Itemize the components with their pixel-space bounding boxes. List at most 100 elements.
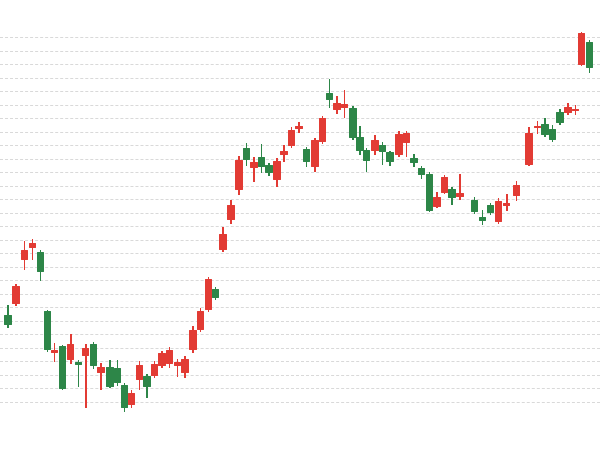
candle-body-up [541, 124, 549, 135]
candle-body-down [21, 250, 29, 260]
candle-body-up [325, 93, 334, 100]
candle-body-up [4, 315, 12, 325]
candle-body-up [113, 368, 121, 384]
candle-body-down [82, 348, 90, 356]
candle-wick-down [85, 344, 87, 408]
candle-body-up [211, 288, 220, 298]
candle-body-down [440, 176, 449, 193]
gridline [0, 185, 600, 187]
gridline [0, 131, 600, 133]
candle-body-down [433, 197, 441, 207]
candle-body-up [242, 148, 251, 160]
candle-body-up [556, 111, 564, 124]
candle-body-down [525, 133, 533, 165]
candle-body-down [181, 359, 189, 374]
candle-wick-up [328, 79, 331, 108]
gridline [0, 50, 600, 52]
gridline [0, 145, 600, 147]
candle-body-down [333, 103, 341, 110]
candle-body-up [378, 145, 387, 152]
candle-body-up [89, 344, 97, 366]
gridline [0, 239, 600, 241]
gridline [0, 388, 600, 390]
gridline [0, 199, 600, 201]
candle-body-down [288, 130, 296, 146]
candle-body-up [386, 152, 394, 162]
gridline [0, 361, 600, 363]
candle-body-down [340, 103, 348, 108]
candle-body-up [74, 361, 82, 365]
candle-body-down [280, 151, 288, 155]
candle-body-down [311, 140, 319, 167]
candle-body-down [571, 109, 580, 112]
gridline [0, 172, 600, 174]
gridline [0, 91, 600, 93]
gridline [0, 307, 600, 309]
candle-body-up [410, 158, 418, 163]
candle-body-up [120, 385, 128, 409]
candle-body-down [319, 117, 327, 142]
candle-body-up [585, 42, 594, 68]
gridline [0, 401, 600, 403]
gridline [0, 293, 600, 295]
candle-body-up [43, 311, 52, 350]
candle-body-up [425, 174, 434, 211]
candle-body-down [371, 139, 379, 151]
candle-body-down [456, 193, 464, 197]
candle-wick-up [381, 142, 384, 165]
candle-body-up [487, 204, 495, 213]
candle-body-down [12, 286, 20, 304]
gridline [0, 64, 600, 66]
gridline [0, 374, 600, 376]
candle-body-up [471, 199, 479, 212]
candle-body-up [143, 376, 151, 387]
gridline [0, 104, 600, 106]
gridline [0, 158, 600, 160]
gridline [0, 347, 600, 349]
candle-wick-up [77, 359, 80, 387]
candle-body-down [197, 310, 205, 330]
candle-body-up [417, 168, 426, 176]
candle-body-down [219, 233, 227, 250]
candle-body-up [479, 217, 487, 221]
candle-wick-down [253, 157, 255, 182]
candle-wick-down [176, 358, 179, 377]
candle-body-down [503, 203, 511, 206]
gridline [0, 77, 600, 79]
candle-body-down [494, 201, 503, 223]
candle-body-down [166, 349, 174, 364]
candle-body-down [227, 204, 235, 220]
candle-body-down [97, 367, 105, 374]
candle-body-down [578, 33, 586, 65]
gridline [0, 226, 600, 228]
candle-wick-down [506, 194, 508, 211]
gridline [0, 334, 600, 336]
candle-wick-down [100, 363, 102, 390]
candle-body-down [533, 126, 542, 129]
candle-body-down [273, 160, 281, 180]
candle-body-up [448, 188, 456, 198]
candle-body-down [135, 365, 143, 380]
candle-body-down [402, 132, 411, 144]
candle-body-up [302, 148, 311, 163]
gridline [0, 280, 600, 282]
candle-body-down [295, 126, 303, 129]
gridline [0, 253, 600, 255]
gridline [0, 118, 600, 120]
candle-body-down [158, 353, 166, 366]
candle-body-up [258, 156, 266, 167]
candle-body-up [363, 149, 371, 162]
candle-body-down [512, 185, 520, 197]
candle-body-down [127, 392, 136, 405]
candle-body-down [173, 362, 182, 366]
candle-body-up [36, 251, 45, 272]
candle-wick-down [459, 173, 461, 200]
candle-body-down [204, 278, 212, 310]
candle-body-up [548, 129, 556, 140]
gridline [0, 266, 600, 268]
candle-body-down [564, 107, 572, 114]
candle-body-down [235, 160, 243, 190]
